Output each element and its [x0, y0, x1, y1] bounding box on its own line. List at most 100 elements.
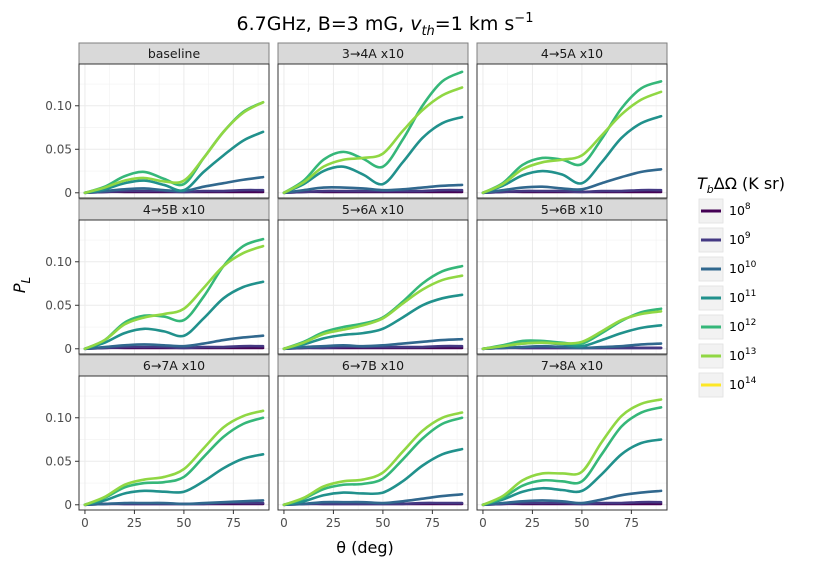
panel: 4→5A x10	[476, 42, 668, 199]
series-line-1e10	[83, 334, 265, 351]
series-line-1e10	[83, 499, 265, 507]
series-line-1e11	[481, 438, 663, 507]
panel-plot-area	[476, 219, 668, 355]
panel-border	[476, 375, 668, 511]
series-line-1e12	[481, 80, 663, 195]
legend-label: 1014	[729, 376, 757, 392]
legend-title: TbΔΩ (K sr)	[697, 174, 785, 196]
series-line-1e10	[282, 183, 464, 195]
series-line-1e9	[282, 188, 464, 195]
panel: 7→8A x10 0 25 50 75	[476, 354, 668, 530]
legend-item: 1012	[698, 314, 756, 340]
y-tick-label: 0.10	[45, 255, 72, 269]
panel-background	[278, 376, 468, 510]
y-tick-label: 0	[64, 186, 72, 200]
panel-plot-area: 0 0.05 0.10 0 25 50 75	[45, 375, 270, 530]
panel-plot-area: 0 25 50 75	[476, 375, 668, 530]
series-line-1e13	[83, 100, 265, 195]
panel-border	[277, 219, 469, 355]
legend-item: 109	[698, 227, 751, 253]
legend-item: 108	[698, 198, 751, 224]
panel-strip-label: 6→7A x10	[143, 358, 205, 373]
panel-border	[78, 375, 270, 511]
panel-plot-area	[476, 63, 668, 199]
panel: 6→7A x10 0 0.05 0.10 0 25 50 75	[45, 354, 270, 530]
panel-border	[277, 375, 469, 511]
panel: 5→6B x10	[476, 198, 668, 355]
series-line-1e11	[83, 280, 265, 351]
legend-item: 1014	[698, 372, 757, 398]
panel-plot-area: 0 0.05 0.10	[45, 219, 270, 356]
y-tick-label: 0.05	[45, 298, 72, 312]
series-line-1e12	[481, 406, 663, 507]
series-line-1e10	[481, 342, 663, 351]
panel-plot-area	[277, 63, 469, 199]
panel-strip-label: 4→5B x10	[143, 202, 205, 217]
legend-item: 1011	[698, 285, 756, 311]
panel-strip-label: 7→8A x10	[541, 358, 603, 373]
legend-item: 1010	[698, 256, 757, 282]
series-line-1e13	[83, 409, 265, 507]
y-tick-label: 0.05	[45, 142, 72, 156]
x-tick-label: 50	[176, 516, 191, 530]
x-tick-label: 25	[127, 516, 142, 530]
series-line-1e11	[83, 453, 265, 507]
y-tick-label: 0.05	[45, 454, 72, 468]
x-tick-label: 75	[226, 516, 241, 530]
panel-border	[476, 219, 668, 355]
series-line-1e11	[282, 115, 464, 195]
x-tick-label: 75	[624, 516, 639, 530]
legend-label: 108	[729, 202, 751, 218]
x-axis-title: θ (deg)	[336, 538, 394, 557]
x-tick-label: 25	[525, 516, 540, 530]
x-tick-label: 50	[574, 516, 589, 530]
series-line-1e10	[481, 167, 663, 195]
legend-label: 109	[729, 231, 751, 247]
panel-background	[79, 376, 269, 510]
panel: 4→5B x10 0 0.05 0.10	[45, 198, 270, 356]
panel-grid: baseline 0 0.05 0.10 3→4A x10 4→5A x10 4→5B x1…	[45, 42, 668, 530]
panel-strip-label: 4→5A x10	[541, 46, 603, 61]
panel-background	[477, 220, 667, 354]
panel-border	[476, 63, 668, 199]
panel-strip-label: 6→7B x10	[342, 358, 404, 373]
series-line-1e10	[481, 489, 663, 507]
panel-border	[78, 63, 270, 199]
panel-background	[79, 64, 269, 198]
x-tick-label: 0	[479, 516, 487, 530]
series-line-1e13	[282, 86, 464, 195]
x-tick-label: 25	[326, 516, 341, 530]
panel-background	[79, 220, 269, 354]
panel-border	[277, 63, 469, 199]
y-tick-label: 0	[64, 498, 72, 512]
chart-title: 6.7GHz, B=3 mG, vth=1 km s−1	[237, 11, 534, 39]
series-line-1e10	[282, 493, 464, 507]
x-tick-label: 0	[81, 516, 89, 530]
panel-strip-label: 3→4A x10	[342, 46, 404, 61]
legend-item: 1013	[698, 343, 756, 369]
panel: baseline 0 0.05 0.10	[45, 42, 270, 200]
series-line-1e13	[83, 244, 265, 351]
legend-label: 1010	[729, 260, 757, 276]
series-line-1e12	[83, 416, 265, 507]
series-line-1e13	[282, 411, 464, 507]
panel-border	[78, 219, 270, 355]
panel-plot-area: 0 0.05 0.10	[45, 63, 270, 200]
series-line-1e12	[282, 416, 464, 507]
series-line-1e11	[481, 114, 663, 195]
panel: 6→7B x10 0 25 50 75	[277, 354, 469, 530]
series-line-1e10	[282, 337, 464, 351]
legend-label: 1011	[729, 289, 756, 305]
panel: 5→6A x10	[277, 198, 469, 355]
legend: TbΔΩ (K sr) 108 109 1010 1011 1012 1013 1014	[697, 174, 785, 398]
panel-background	[477, 376, 667, 510]
legend-label: 1013	[729, 347, 756, 363]
series-line-1e10	[83, 175, 265, 195]
x-tick-label: 0	[280, 516, 288, 530]
panel-plot-area	[277, 219, 469, 355]
panel-strip-label: 5→6B x10	[541, 202, 603, 217]
y-tick-label: 0	[64, 342, 72, 356]
panel-plot-area: 0 25 50 75	[277, 375, 469, 530]
series-line-1e13	[481, 398, 663, 507]
